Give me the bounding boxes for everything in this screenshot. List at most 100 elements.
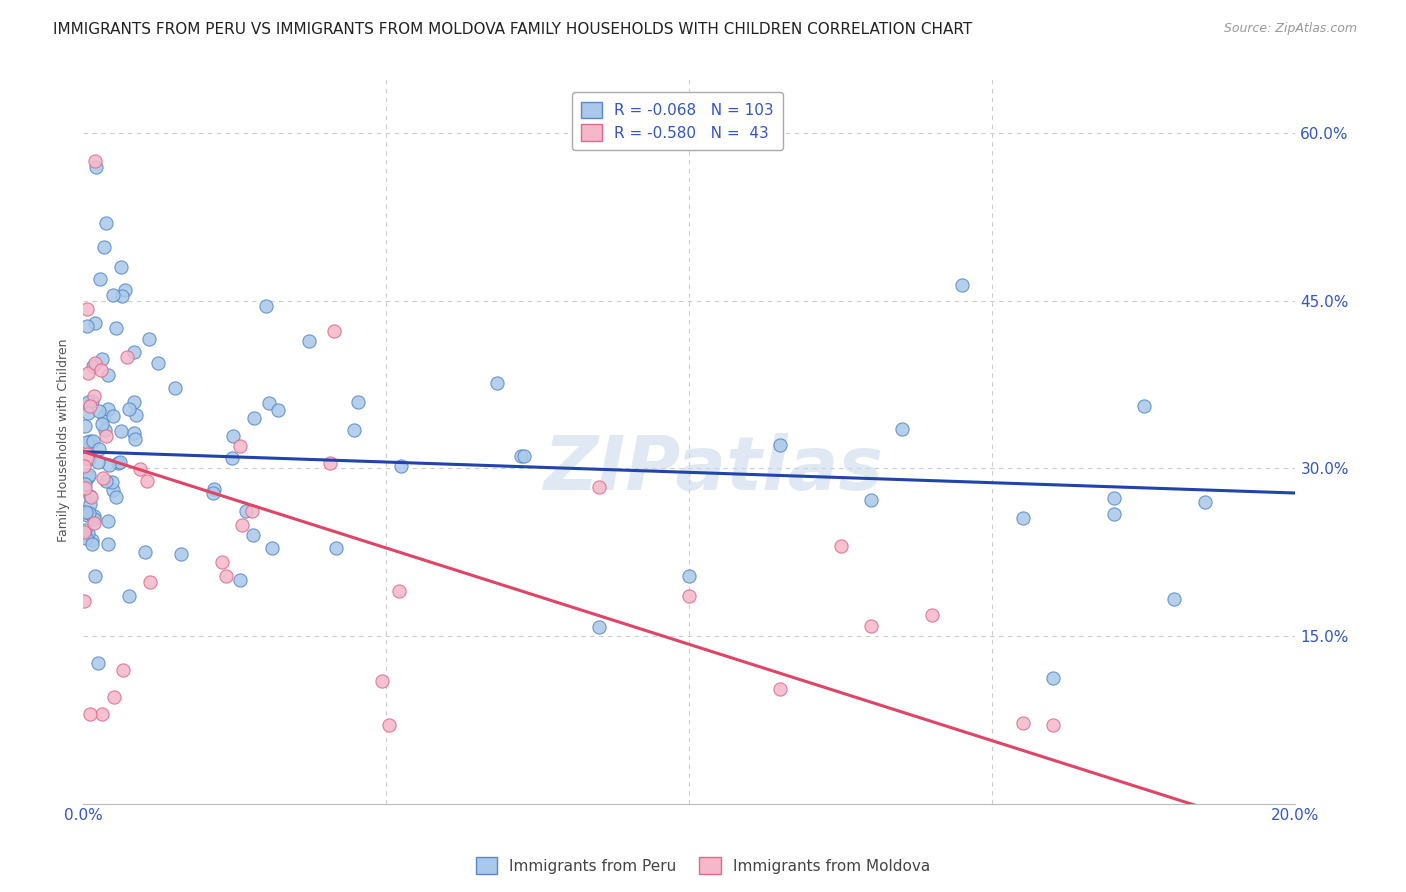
Point: [1011, 510, 1033, 524]
Point: [83, 508, 105, 523]
Point: [235, 504, 257, 518]
Point: [221, 451, 243, 466]
Point: [77, 367, 100, 381]
Point: [229, 573, 252, 587]
Point: [134, 544, 156, 558]
Text: IMMIGRANTS FROM PERU VS IMMIGRANTS FROM MOLDOVA FAMILY HOUSEHOLDS WITH CHILDREN : IMMIGRANTS FROM PERU VS IMMIGRANTS FROM …: [53, 22, 973, 37]
Point: [215, 568, 238, 582]
Legend: Immigrants from Peru, Immigrants from Moldova: Immigrants from Peru, Immigrants from Mo…: [470, 851, 936, 880]
Point: [79, 707, 101, 722]
Point: [124, 408, 146, 422]
Point: [83, 568, 105, 582]
Point: [323, 324, 346, 338]
Point: [94, 216, 117, 230]
Point: [91, 470, 114, 484]
Point: [513, 449, 536, 463]
Point: [83, 516, 105, 531]
Point: [89, 271, 111, 285]
Point: [76, 319, 98, 334]
Point: [73, 593, 96, 607]
Point: [76, 451, 98, 466]
Point: [325, 541, 347, 555]
Point: [80, 394, 103, 409]
Point: [319, 457, 342, 471]
Point: [146, 356, 169, 370]
Point: [82, 434, 104, 449]
Point: [82, 359, 104, 373]
Point: [76, 470, 98, 484]
Point: [83, 316, 105, 330]
Point: [75, 477, 97, 491]
Point: [90, 352, 112, 367]
Text: ZIPatlas: ZIPatlas: [544, 434, 883, 506]
Point: [103, 483, 125, 498]
Point: [115, 350, 138, 364]
Point: [79, 490, 101, 504]
Point: [87, 404, 110, 418]
Point: [91, 417, 114, 431]
Point: [678, 568, 700, 582]
Point: [769, 681, 792, 696]
Point: [79, 489, 101, 503]
Point: [89, 442, 111, 456]
Point: [111, 289, 134, 303]
Point: [76, 302, 98, 317]
Point: [77, 406, 100, 420]
Point: [129, 462, 152, 476]
Point: [104, 321, 127, 335]
Point: [89, 363, 111, 377]
Point: [101, 409, 124, 423]
Point: [98, 458, 121, 472]
Point: [509, 449, 531, 463]
Point: [84, 154, 107, 169]
Point: [110, 455, 132, 469]
Point: [97, 514, 120, 528]
Point: [76, 447, 98, 461]
Point: [94, 429, 117, 443]
Point: [163, 381, 186, 395]
Point: [860, 619, 883, 633]
Point: [100, 475, 122, 490]
Point: [87, 656, 110, 670]
Point: [229, 439, 252, 453]
Point: [124, 432, 146, 446]
Point: [83, 389, 105, 403]
Point: [1163, 591, 1185, 606]
Point: [118, 589, 141, 603]
Point: [242, 528, 264, 542]
Point: [769, 438, 792, 452]
Point: [231, 518, 253, 533]
Y-axis label: Family Households with Children: Family Households with Children: [58, 339, 70, 542]
Point: [84, 160, 107, 174]
Point: [75, 531, 97, 545]
Point: [97, 368, 120, 382]
Point: [343, 423, 366, 437]
Point: [260, 541, 283, 556]
Point: [118, 401, 141, 416]
Point: [77, 467, 100, 482]
Point: [298, 334, 321, 348]
Point: [1102, 491, 1125, 506]
Point: [103, 690, 125, 705]
Point: [73, 481, 96, 495]
Point: [77, 451, 100, 466]
Point: [170, 548, 193, 562]
Point: [104, 491, 127, 505]
Point: [1011, 715, 1033, 730]
Point: [388, 584, 411, 599]
Point: [921, 608, 943, 623]
Point: [76, 508, 98, 522]
Point: [77, 525, 100, 540]
Point: [73, 523, 96, 537]
Point: [202, 486, 225, 500]
Point: [80, 533, 103, 547]
Point: [267, 402, 290, 417]
Point: [1133, 399, 1156, 413]
Point: [377, 718, 399, 732]
Point: [890, 422, 912, 436]
Point: [950, 278, 973, 293]
Point: [76, 435, 98, 450]
Point: [97, 402, 120, 417]
Point: [94, 423, 117, 437]
Point: [122, 345, 145, 359]
